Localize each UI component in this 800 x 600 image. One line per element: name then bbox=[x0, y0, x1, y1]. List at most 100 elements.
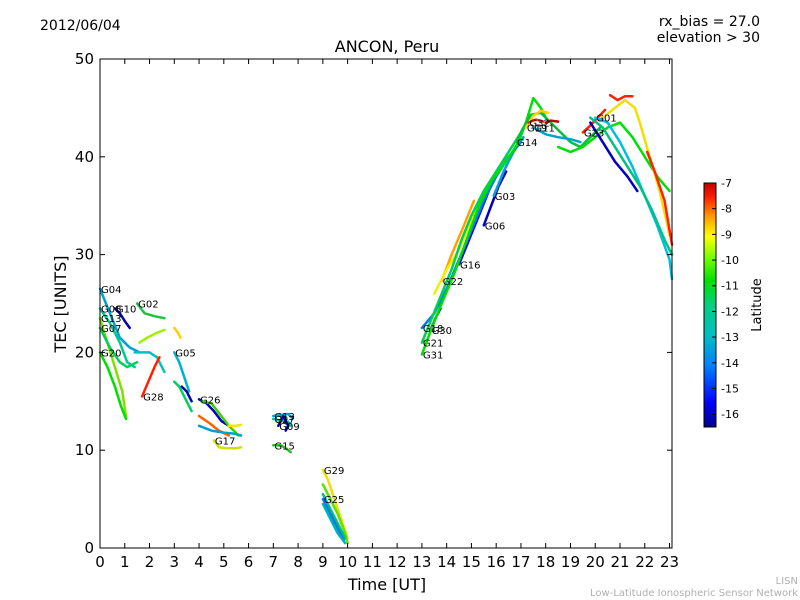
series-line-g11 bbox=[532, 126, 582, 144]
series-label-g10: G10 bbox=[116, 304, 136, 315]
x-tick-label: 21 bbox=[610, 553, 629, 571]
x-tick-label: 8 bbox=[293, 553, 303, 571]
x-tick-label: 17 bbox=[511, 553, 530, 571]
y-tick-label: 0 bbox=[84, 539, 94, 557]
series-label-g01: G01 bbox=[596, 114, 616, 125]
colorbar-label: Latitude bbox=[750, 278, 765, 332]
series-label-g21: G21 bbox=[423, 339, 443, 350]
series-line-track-43 bbox=[556, 121, 671, 193]
series-line-g10 bbox=[113, 307, 131, 330]
series-label-g06: G06 bbox=[485, 221, 505, 232]
colorbar-tick-label: -14 bbox=[721, 357, 739, 370]
series-label-g09: G09 bbox=[279, 422, 299, 433]
series-line-g31 bbox=[420, 96, 547, 356]
series-line-g14 bbox=[514, 111, 602, 149]
series-line-g05 bbox=[173, 351, 191, 393]
series-line-g20 bbox=[98, 351, 128, 421]
series-line-track-47 bbox=[589, 116, 674, 256]
series-line-g07 bbox=[98, 326, 139, 369]
series-line-g13 bbox=[272, 412, 294, 420]
series-line-g15 bbox=[272, 444, 292, 454]
series-line-track-46 bbox=[589, 121, 639, 193]
colorbar-tick-label: -13 bbox=[721, 331, 739, 344]
colorbar-tick-label: -12 bbox=[721, 305, 739, 318]
y-tick-label: 30 bbox=[75, 246, 94, 264]
series-line-track-17 bbox=[227, 423, 243, 428]
y-tick-label: 50 bbox=[75, 50, 94, 68]
axis-layer: 0 1 2 3 4 5 6 7 8 9 10 11 12 13 14 15 16 17 18 19 20 21 22 2301… bbox=[75, 50, 679, 571]
series-label-g13: G13 bbox=[274, 412, 294, 423]
y-tick-label: 20 bbox=[75, 343, 94, 361]
series-label-g07: G07 bbox=[101, 324, 121, 335]
series-label-g15: G15 bbox=[274, 441, 294, 452]
series-line-g17 bbox=[212, 439, 243, 450]
x-tick-label: 11 bbox=[363, 553, 382, 571]
x-tick-label: 15 bbox=[462, 553, 481, 571]
series-line-track-8 bbox=[138, 328, 166, 344]
series-label-g20: G20 bbox=[101, 348, 121, 359]
colorbar-tick-label: -15 bbox=[721, 382, 739, 395]
series-line-g01 bbox=[593, 116, 674, 281]
x-tick-label: 0 bbox=[95, 553, 105, 571]
x-tick-label: 6 bbox=[244, 553, 254, 571]
series-line-track-26 bbox=[321, 492, 347, 540]
series-label-g11: G11 bbox=[534, 123, 554, 134]
series-label-g18: G18 bbox=[423, 324, 443, 335]
series-label-g31: G31 bbox=[423, 350, 443, 361]
colorbar-tick-label: -16 bbox=[721, 408, 739, 421]
series-line-track-28 bbox=[321, 502, 347, 545]
series-label-g32: G32 bbox=[529, 119, 549, 130]
footer-network: Low-Latitude Ionospheric Sensor Network bbox=[590, 588, 798, 599]
series-line-g02 bbox=[135, 302, 166, 320]
series-label-g04: G04 bbox=[101, 285, 121, 296]
series-line-track-49 bbox=[608, 93, 634, 102]
series-line-track-48 bbox=[601, 98, 671, 237]
colorbar-tick-label: -7 bbox=[721, 177, 732, 190]
series-line-track-10 bbox=[173, 326, 182, 339]
y-tick-label: 10 bbox=[75, 441, 94, 459]
series-line-track-50 bbox=[645, 150, 674, 247]
x-tick-label: 9 bbox=[318, 553, 328, 571]
x-tick-label: 13 bbox=[412, 553, 431, 571]
series-label-g08: G08 bbox=[101, 304, 121, 315]
y-axis-label: TEC [UNITS] bbox=[51, 256, 70, 354]
elevation-label: elevation > 30 bbox=[656, 30, 760, 46]
series-label-g03: G03 bbox=[495, 192, 515, 203]
x-tick-label: 7 bbox=[269, 553, 279, 571]
footer-lisn: LISN bbox=[775, 576, 798, 587]
series-line-g21 bbox=[420, 131, 523, 344]
series-label-g29: G29 bbox=[324, 466, 344, 477]
y-tick-label: 40 bbox=[75, 148, 94, 166]
series-label-g28: G28 bbox=[143, 392, 163, 403]
series-label-g22: G22 bbox=[443, 277, 463, 288]
series-label-g14: G14 bbox=[517, 138, 537, 149]
series-line-track-25 bbox=[321, 483, 349, 545]
x-tick-label: 3 bbox=[170, 553, 180, 571]
series-line-track-13 bbox=[180, 385, 193, 403]
series-line-g25 bbox=[321, 497, 346, 542]
rx-bias-label: rx_bias = 27.0 bbox=[658, 14, 760, 30]
x-tick-label: 14 bbox=[437, 553, 456, 571]
series-label-g05: G05 bbox=[175, 348, 195, 359]
series-label-g27: G27 bbox=[274, 415, 294, 426]
colorbar-tick-label: -9 bbox=[721, 228, 732, 241]
x-tick-label: 10 bbox=[338, 553, 357, 571]
series-line-g32 bbox=[527, 118, 545, 124]
series-line-g13 bbox=[98, 316, 128, 418]
series-line-track-7 bbox=[133, 351, 166, 374]
x-tick-label: 16 bbox=[487, 553, 506, 571]
x-tick-label: 19 bbox=[561, 553, 580, 571]
colorbar bbox=[703, 182, 717, 428]
series-label-g16: G16 bbox=[460, 260, 480, 271]
colorbar-tick-label: -10 bbox=[721, 254, 739, 267]
series-line-track-41 bbox=[544, 119, 560, 124]
x-tick-label: 18 bbox=[536, 553, 555, 571]
series-label-g13: G13 bbox=[101, 314, 121, 325]
colorbar-tick-label: -11 bbox=[721, 280, 739, 293]
series-line-g27 bbox=[272, 417, 292, 428]
x-tick-label: 1 bbox=[120, 553, 130, 571]
x-axis-label: Time [UT] bbox=[347, 575, 426, 594]
series-label-g26: G26 bbox=[200, 395, 220, 406]
